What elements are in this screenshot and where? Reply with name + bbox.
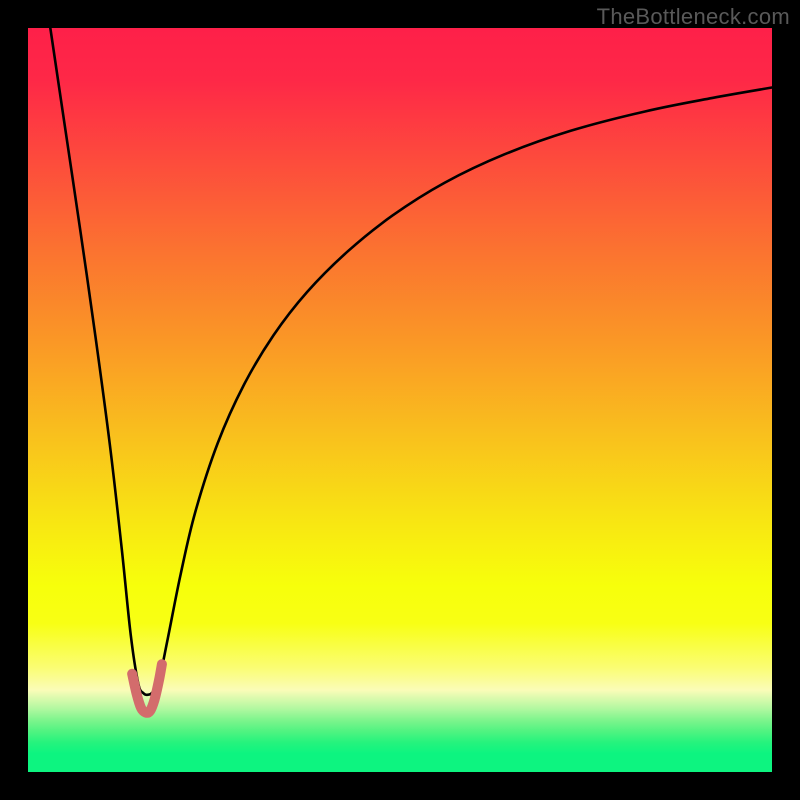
watermark-text: TheBottleneck.com bbox=[597, 4, 790, 30]
chart-gradient-area bbox=[28, 28, 772, 772]
chart-container: { "watermark": "TheBottleneck.com", "cha… bbox=[0, 0, 800, 800]
bottleneck-chart bbox=[0, 0, 800, 800]
